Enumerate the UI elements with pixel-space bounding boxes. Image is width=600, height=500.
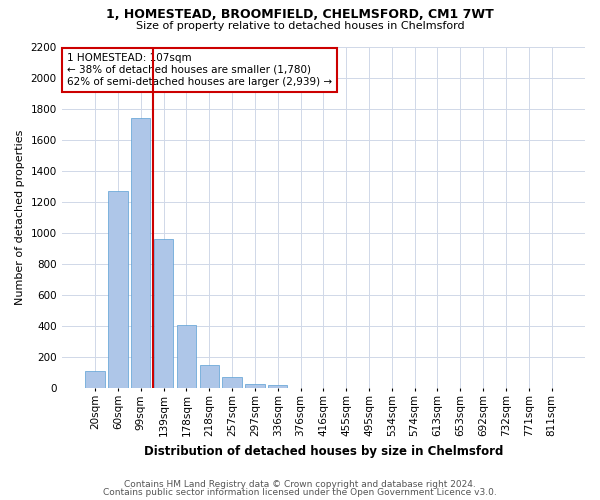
Text: 1 HOMESTEAD: 107sqm
← 38% of detached houses are smaller (1,780)
62% of semi-det: 1 HOMESTEAD: 107sqm ← 38% of detached ho… [67, 54, 332, 86]
Bar [108, 191, 128, 388]
Text: Contains HM Land Registry data © Crown copyright and database right 2024.: Contains HM Land Registry data © Crown c… [124, 480, 476, 489]
Bar [200, 365, 219, 388]
Bar [245, 384, 265, 388]
Bar [131, 118, 151, 388]
Text: Size of property relative to detached houses in Chelmsford: Size of property relative to detached ho… [136, 21, 464, 31]
Text: Contains public sector information licensed under the Open Government Licence v3: Contains public sector information licen… [103, 488, 497, 497]
Bar [223, 377, 242, 388]
Bar [154, 240, 173, 388]
Bar [268, 386, 287, 388]
Text: 1, HOMESTEAD, BROOMFIELD, CHELMSFORD, CM1 7WT: 1, HOMESTEAD, BROOMFIELD, CHELMSFORD, CM… [106, 8, 494, 20]
X-axis label: Distribution of detached houses by size in Chelmsford: Distribution of detached houses by size … [143, 444, 503, 458]
Bar [85, 372, 105, 388]
Bar [177, 325, 196, 388]
Y-axis label: Number of detached properties: Number of detached properties [15, 130, 25, 305]
